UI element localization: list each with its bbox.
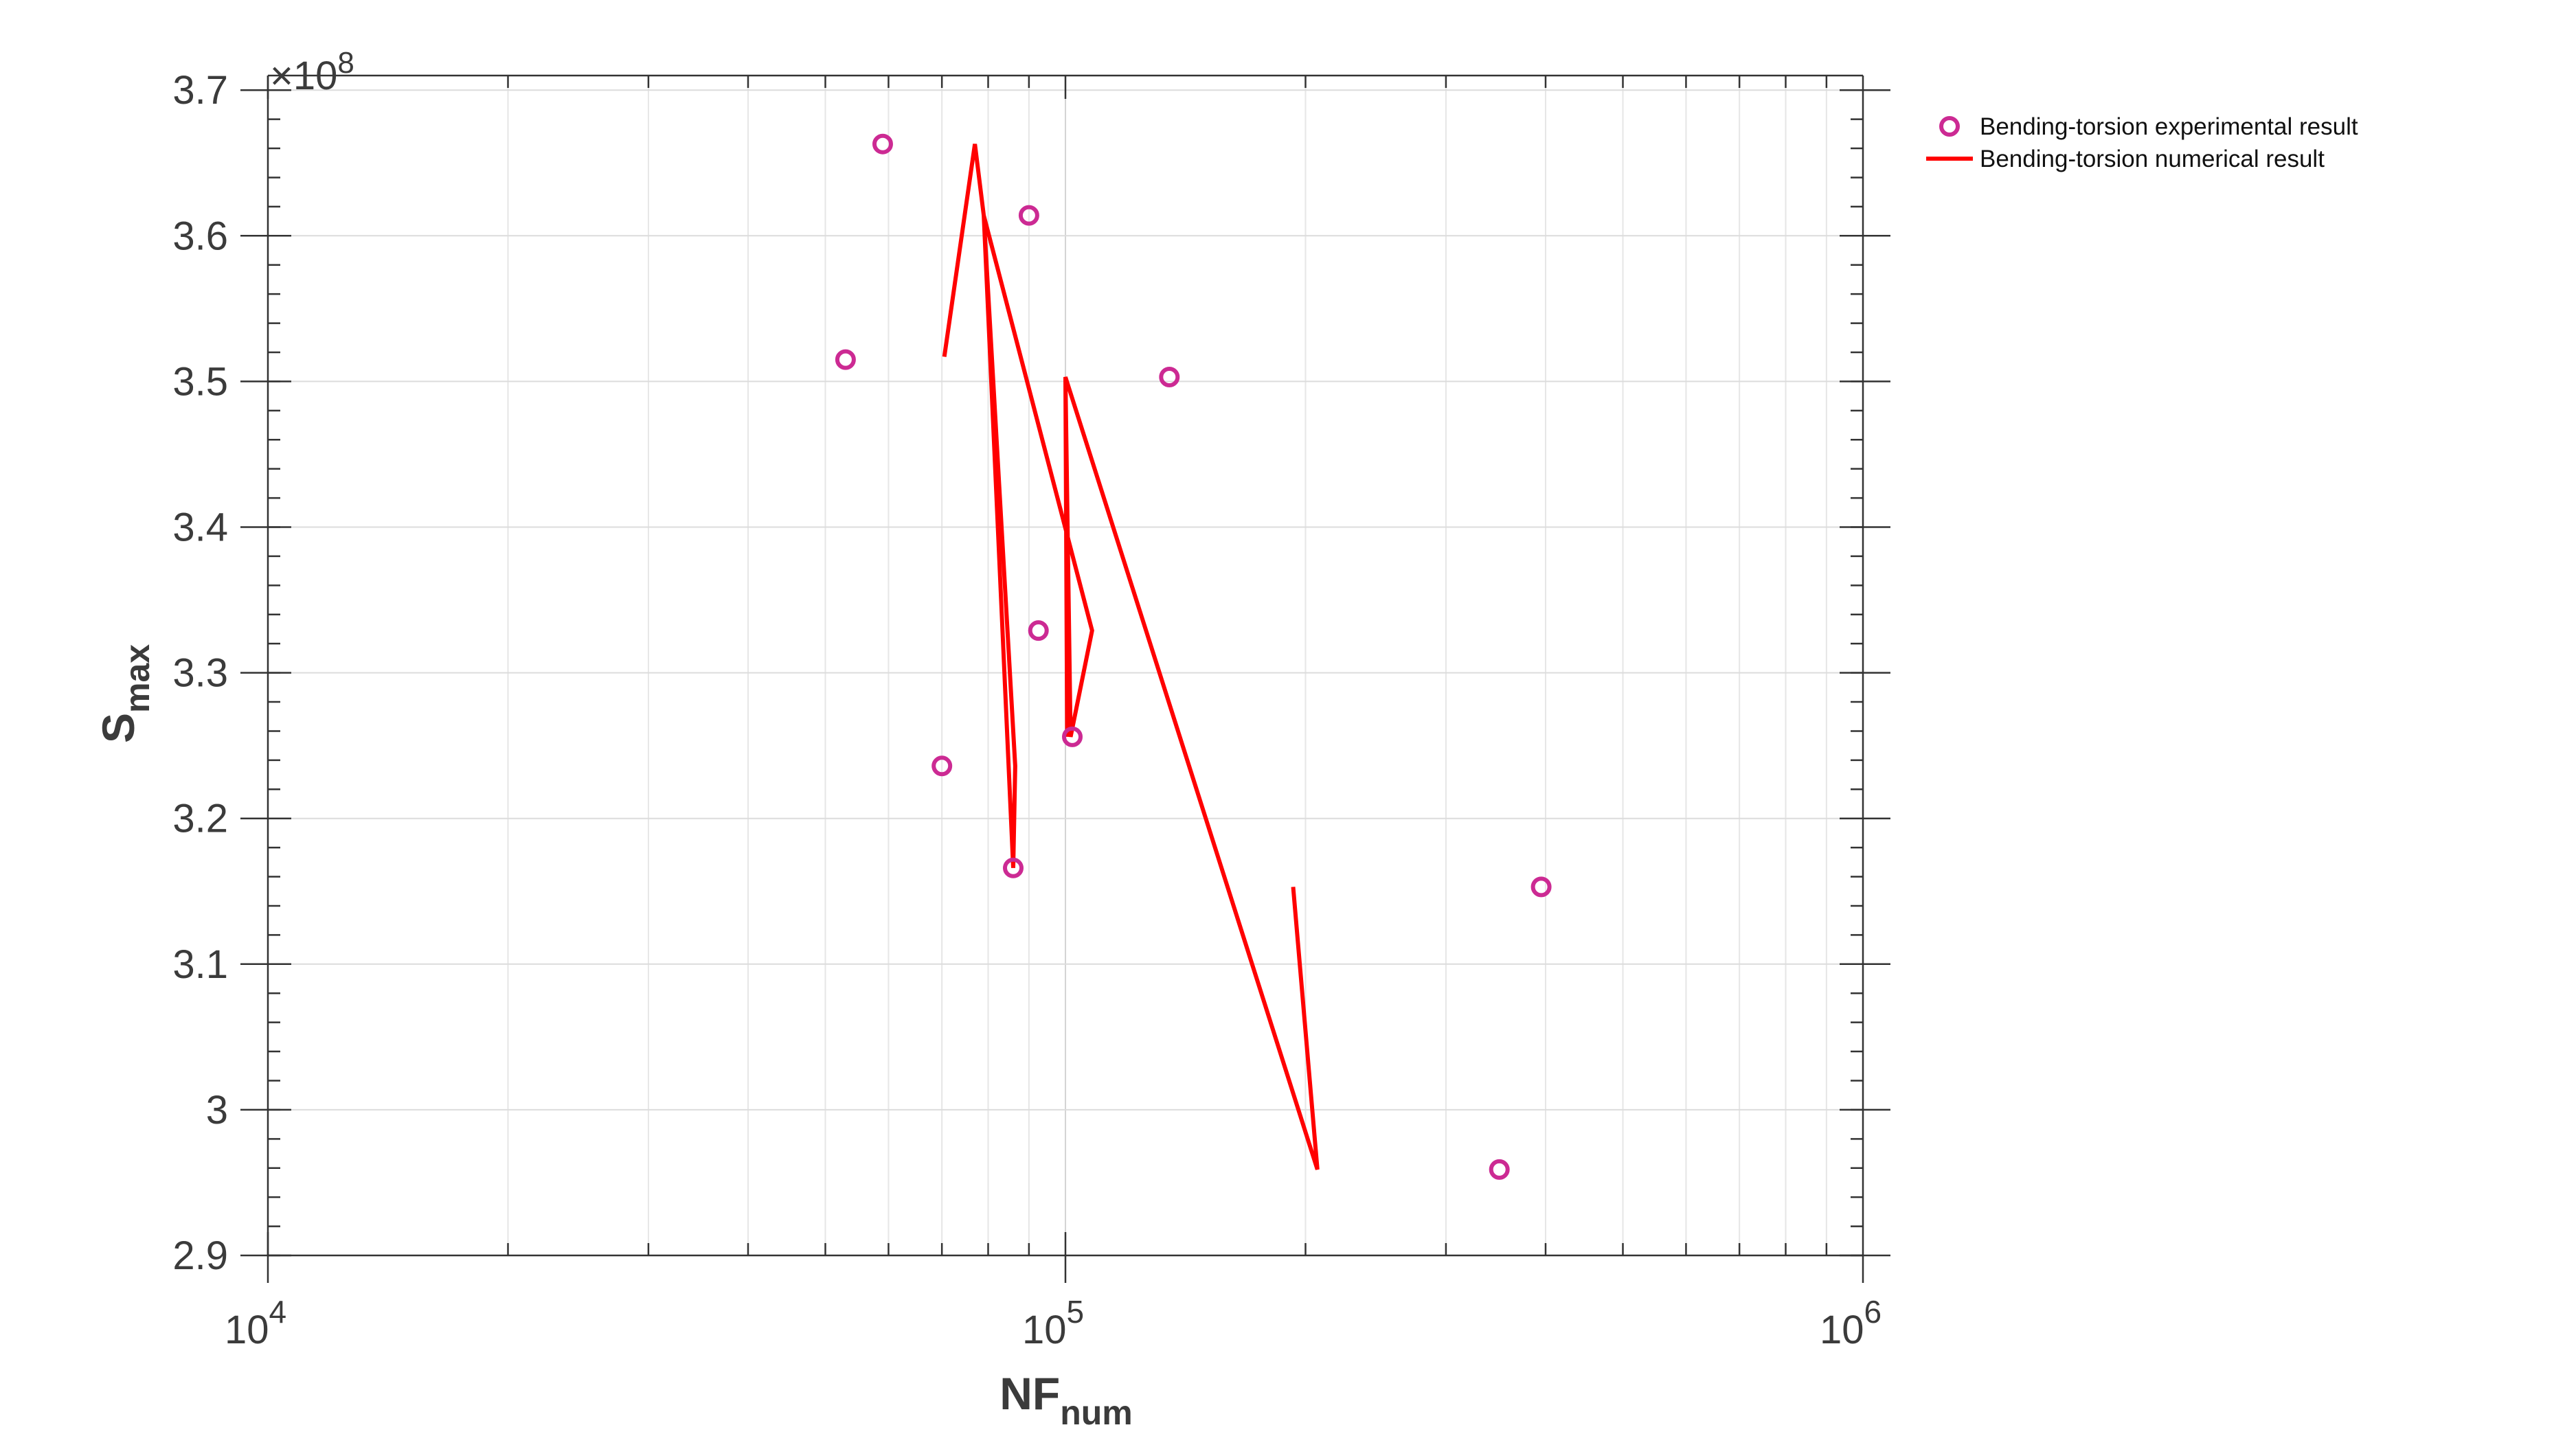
data-point-experimental bbox=[1003, 857, 1024, 878]
y-axis-title: Smax bbox=[93, 644, 157, 743]
legend: Bending-torsion experimental result Bend… bbox=[1926, 113, 2358, 172]
axis-labels: ×108 NFnum Smax 2.9 3 3.1 3.2 3.3 3.4 3.5 3.6 3.… bbox=[93, 46, 1882, 1432]
legend-marker-experimental bbox=[1939, 116, 1960, 137]
y-tick-label: 3.7 bbox=[172, 68, 228, 113]
data-point-experimental bbox=[835, 349, 856, 370]
y-tick-label: 3.2 bbox=[172, 797, 228, 841]
y-tick-label: 3.5 bbox=[172, 359, 228, 404]
y-tick-label: 3 bbox=[206, 1088, 228, 1133]
series-line-numerical bbox=[942, 144, 1320, 1170]
y-tick-label: 3.6 bbox=[172, 214, 228, 258]
x-tick-label: 105 bbox=[1022, 1294, 1084, 1352]
data-point-experimental bbox=[872, 133, 893, 155]
legend-label-numerical: Bending-torsion numerical result bbox=[1980, 146, 2325, 172]
data-layer bbox=[835, 133, 1552, 1180]
y-tick-label: 3.4 bbox=[172, 505, 228, 550]
y-exponent-label: ×108 bbox=[270, 46, 354, 98]
legend-label-experimental: Bending-torsion experimental result bbox=[1980, 113, 2358, 140]
y-tick-label: 3.3 bbox=[172, 651, 228, 696]
y-tick-label: 3.1 bbox=[172, 942, 228, 987]
data-point-experimental bbox=[1489, 1159, 1510, 1180]
y-tick-label: 2.9 bbox=[172, 1233, 228, 1278]
x-tick-label: 106 bbox=[1820, 1294, 1882, 1352]
data-point-experimental bbox=[1159, 367, 1180, 387]
x-tick-label: 104 bbox=[225, 1294, 286, 1352]
data-point-experimental bbox=[1028, 620, 1049, 641]
data-point-experimental bbox=[1018, 205, 1039, 226]
data-point-experimental bbox=[931, 755, 953, 777]
data-point-experimental bbox=[1530, 876, 1552, 898]
data-point-experimental bbox=[1062, 726, 1083, 747]
x-axis-title: NFnum bbox=[999, 1368, 1133, 1431]
axis-ticks bbox=[240, 76, 1890, 1283]
